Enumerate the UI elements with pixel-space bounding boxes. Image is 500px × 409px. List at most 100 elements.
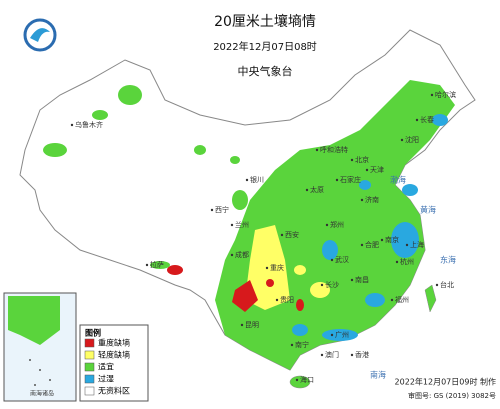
- city-label: 郑州: [330, 221, 344, 229]
- city-dot: [350, 278, 354, 282]
- sea-label: 南海: [370, 370, 386, 380]
- inset-islands: [29, 359, 51, 386]
- city-dot: [275, 298, 279, 302]
- taiwan: [424, 284, 437, 313]
- city-dot: [380, 238, 384, 242]
- title: 20厘米土壤墒情: [214, 13, 316, 30]
- city-dot: [390, 298, 394, 302]
- city-label: 石家庄: [340, 175, 361, 184]
- city-dot: [210, 208, 214, 212]
- city-label: 南京: [385, 235, 399, 244]
- city-dot: [315, 148, 319, 152]
- logo: [23, 18, 57, 52]
- city-label: 长春: [420, 115, 434, 124]
- city-label: 南昌: [355, 275, 369, 284]
- city-dot: [415, 118, 419, 122]
- sea-label: 渤海: [390, 175, 406, 185]
- city-label: 沈阳: [405, 135, 419, 144]
- inset-label: 南海诸岛: [30, 390, 54, 398]
- city-dot: [305, 188, 309, 192]
- severe-drought-patches: [167, 265, 304, 312]
- issuer: 中央气象台: [238, 64, 293, 78]
- city-label: 贵阳: [280, 295, 294, 304]
- city-dot: [145, 263, 149, 267]
- legend-title: 图例: [85, 328, 101, 338]
- city-label: 拉萨: [150, 260, 164, 269]
- city-label: 台北: [440, 280, 454, 289]
- city-dot: [295, 378, 299, 382]
- approval-number: 审图号: GS (2019) 3082号: [408, 391, 496, 400]
- city-dot: [290, 343, 294, 347]
- city-dot: [265, 266, 269, 270]
- city-label: 上海: [410, 240, 424, 249]
- city-label: 哈尔滨: [435, 90, 456, 99]
- city-label: 太原: [310, 185, 324, 194]
- city-label: 南宁: [295, 340, 309, 349]
- date: 2022年12月07日08时: [213, 40, 317, 53]
- city-dot: [335, 178, 339, 182]
- logo-mark: [30, 28, 50, 42]
- legend-swatch: [84, 386, 95, 396]
- sea-label: 黄海: [420, 205, 436, 215]
- city-label: 北京: [355, 155, 369, 164]
- scattered-suitable: [43, 85, 348, 269]
- legend-label: 无资料区: [98, 386, 130, 396]
- legend-swatch: [84, 362, 95, 372]
- city-label: 重庆: [270, 263, 284, 272]
- city-label: 银川: [250, 175, 264, 184]
- sea-label: 东海: [440, 255, 456, 265]
- city-label: 长沙: [325, 280, 339, 289]
- city-dot: [245, 178, 249, 182]
- city-label: 乌鲁木齐: [75, 120, 103, 129]
- city-dot: [320, 353, 324, 357]
- legend-label: 重度缺墒: [98, 338, 130, 348]
- city-dot: [70, 123, 74, 127]
- city-dot: [360, 198, 364, 202]
- city-dot: [405, 243, 409, 247]
- city-label: 武汉: [335, 255, 349, 264]
- city-dot: [325, 223, 329, 227]
- legend-label: 轻度缺墒: [98, 350, 130, 360]
- city-label: 西宁: [215, 205, 229, 214]
- city-dot: [280, 233, 284, 237]
- legend-label: 适宜: [98, 362, 114, 372]
- city-label: 海口: [300, 375, 314, 384]
- city-dot: [230, 253, 234, 257]
- hainan: [289, 375, 311, 389]
- city-label: 澳门: [325, 350, 339, 359]
- city-label: 合肥: [365, 240, 379, 249]
- city-label: 济南: [365, 195, 379, 204]
- city-dot: [320, 283, 324, 287]
- city-label: 呼和浩特: [320, 145, 348, 154]
- city-dot: [330, 333, 334, 337]
- city-label: 兰州: [235, 220, 249, 229]
- city-dot: [350, 353, 354, 357]
- city-label: 成都: [235, 250, 249, 259]
- city-dot: [365, 168, 369, 172]
- city-label: 昆明: [245, 321, 259, 329]
- city-dot: [350, 158, 354, 162]
- city-dot: [395, 260, 399, 264]
- legend-swatch: [84, 374, 95, 384]
- city-dot: [330, 258, 334, 262]
- city-label: 香港: [355, 350, 369, 359]
- city-label: 天津: [370, 166, 384, 174]
- made-time: 2022年12月07日09时 制作: [395, 377, 496, 387]
- city-dot: [400, 138, 404, 142]
- city-label: 广州: [335, 330, 349, 339]
- city-dot: [360, 243, 364, 247]
- city-dot: [240, 323, 244, 327]
- city-dot: [435, 283, 439, 287]
- legend-label: 过湿: [98, 374, 114, 384]
- city-dot: [430, 93, 434, 97]
- wet-patches: [292, 114, 448, 341]
- city-label: 福州: [395, 295, 409, 304]
- legend-swatch: [84, 350, 95, 360]
- legend-swatch: [84, 338, 95, 348]
- city-dot: [230, 223, 234, 227]
- city-label: 西安: [285, 230, 299, 239]
